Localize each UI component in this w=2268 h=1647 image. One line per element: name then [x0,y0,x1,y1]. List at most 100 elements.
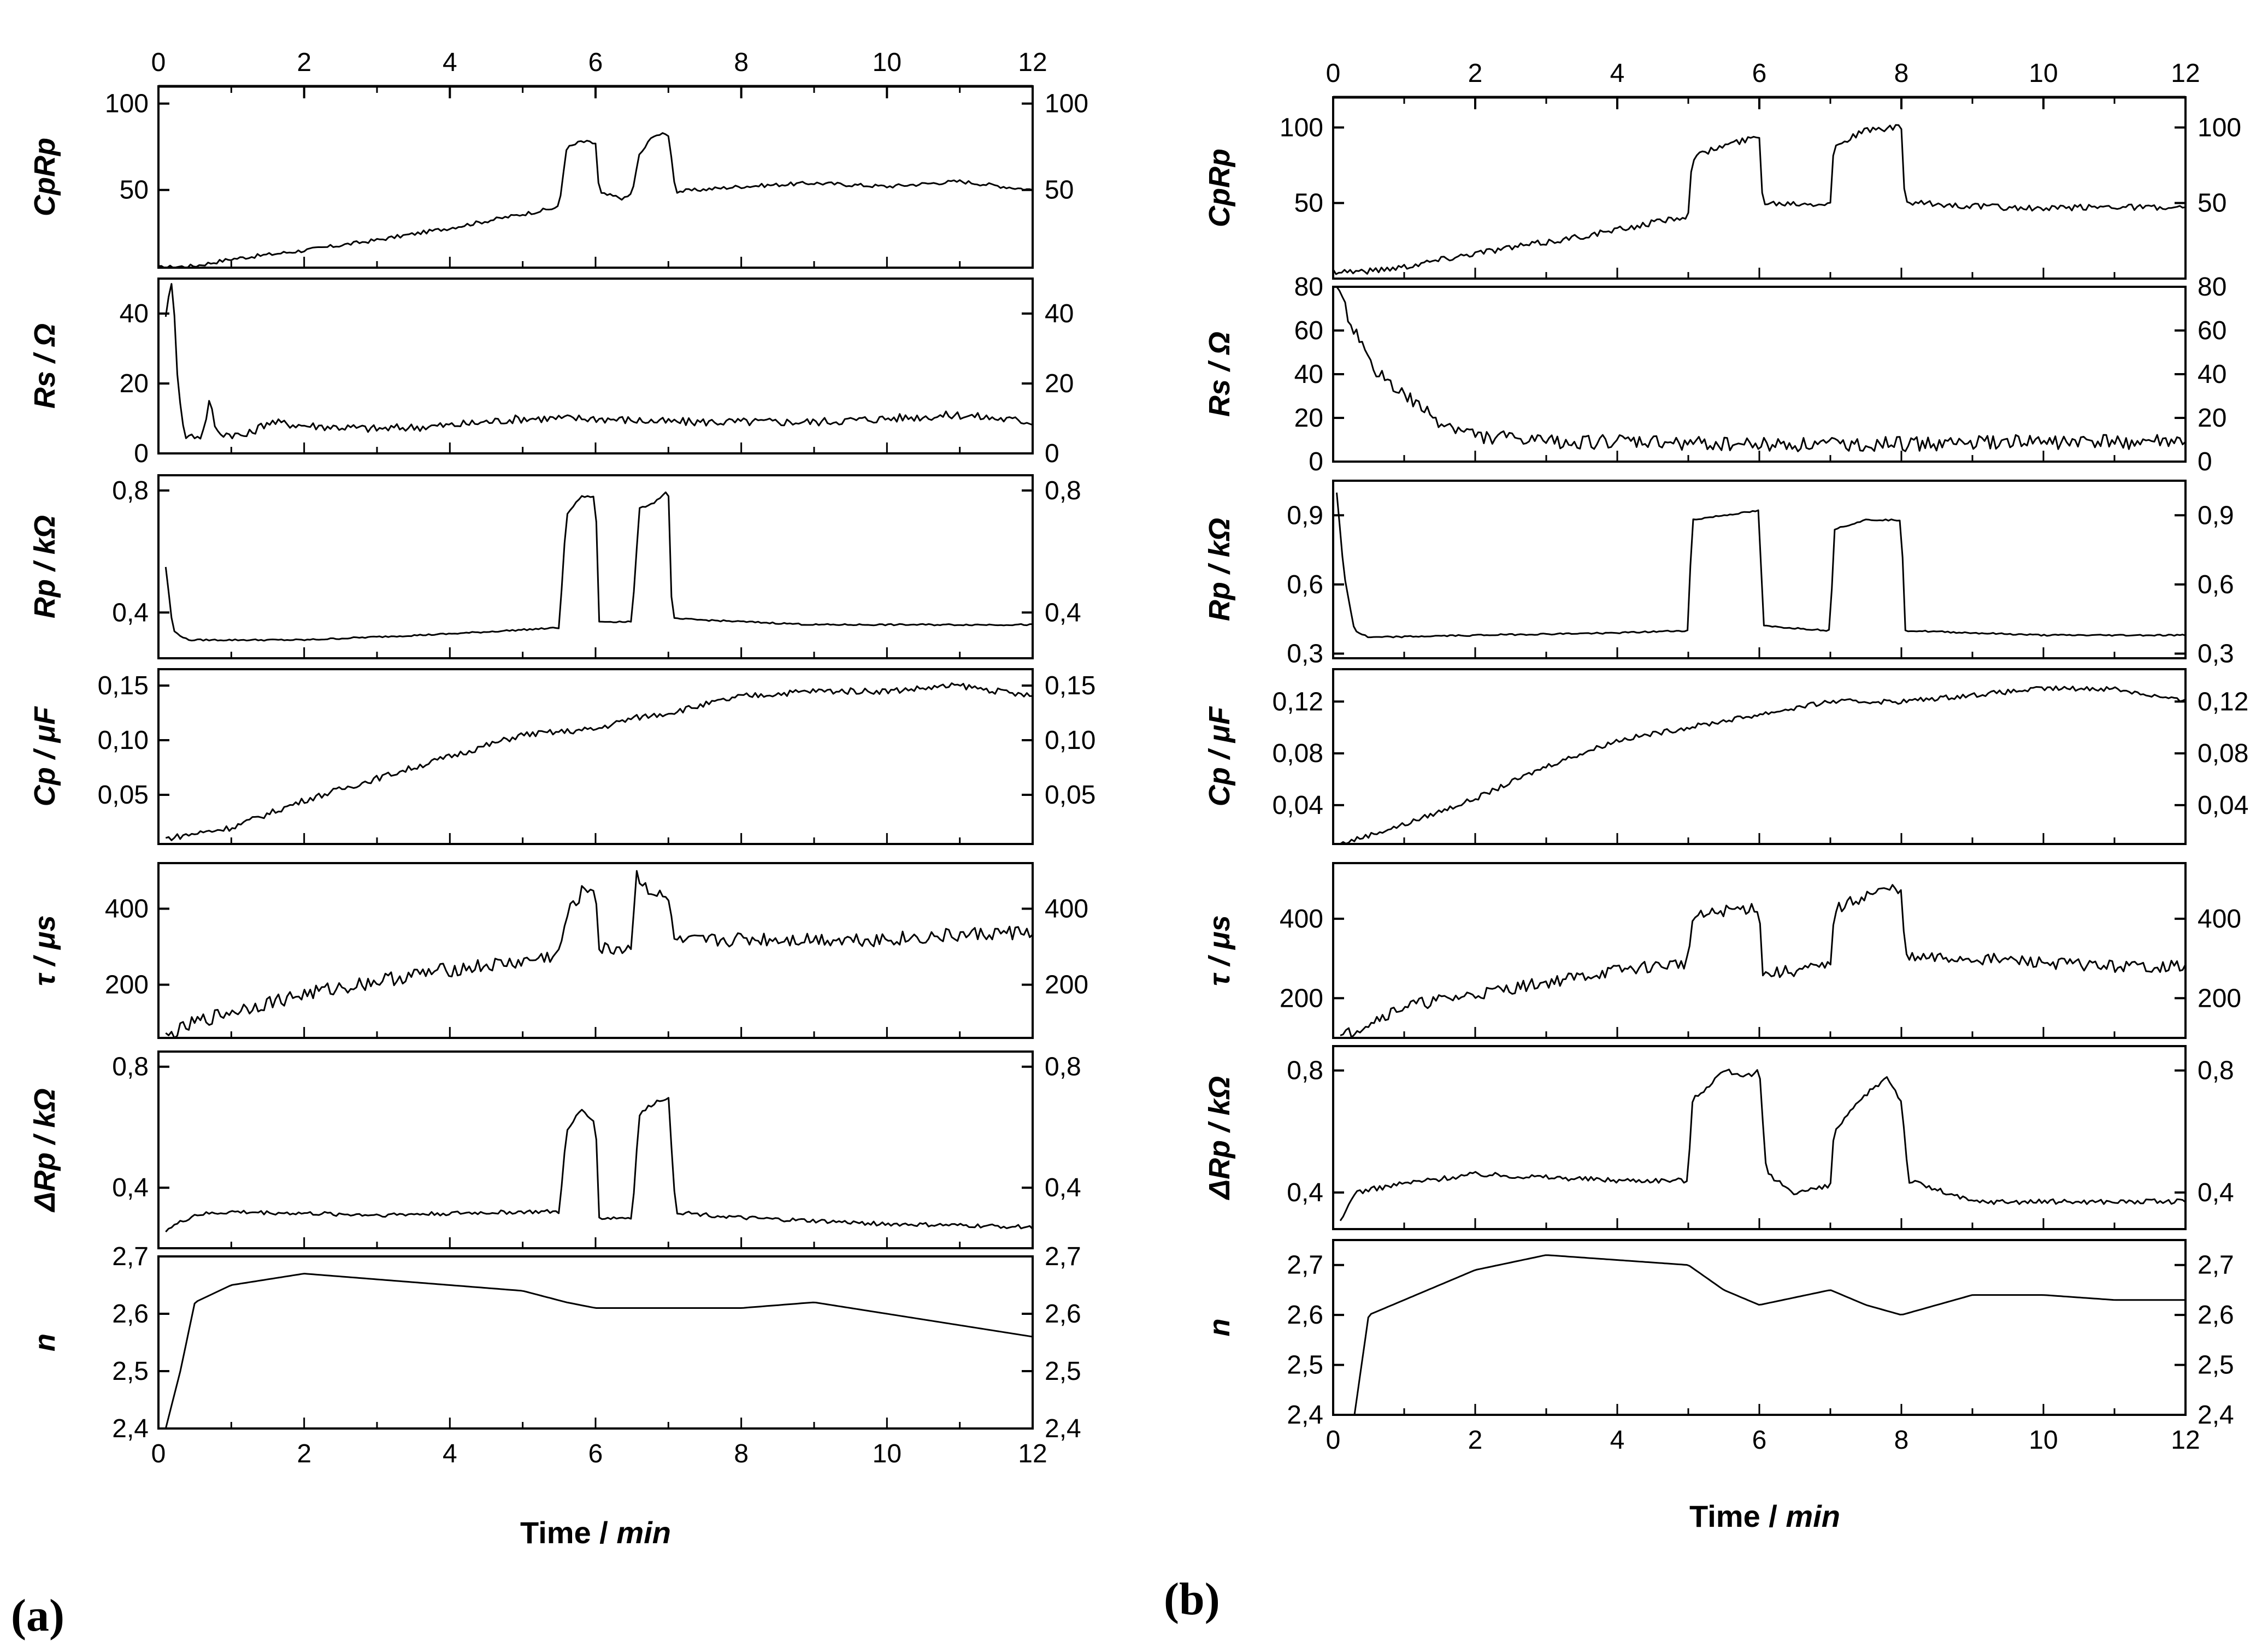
y-tick-label-left: 100 [105,90,149,119]
panel-a-subplot-n: 2,4 2,4 2,5 2,5 2,6 2,6 2,7 2,7 n 0 2 4 6 8 10 12 [28,1242,1081,1468]
y-tick-label-left: 50 [1294,189,1323,218]
y-axis-label: ΔRp / kΩ [1203,1076,1236,1200]
y-tick-label-left: 0,8 [112,476,149,505]
panel-b-subplot-s: 200 200 400 400 τ / μs [1203,862,2241,1039]
top-x-tick-label: 10 [2029,59,2058,88]
y-tick-label-left: 0,4 [112,1173,149,1202]
top-x-tick-label: 4 [443,48,457,77]
series-line [165,682,1033,841]
y-tick-label-right: 0,10 [1045,726,1095,755]
series-line [1336,286,2187,452]
y-tick-label-left: 0 [1309,447,1323,476]
series-line [164,491,1033,642]
y-tick-label-left: 50 [120,176,149,205]
y-tick-label-left: 40 [120,299,149,328]
y-axis-label: CpRp [28,138,61,216]
y-tick-label-left: 0,15 [98,671,149,700]
top-x-tick-label: 4 [1610,59,1625,88]
top-x-tick-label: 10 [873,48,902,77]
panel-a-xlabel: Time / min [520,1515,671,1550]
y-axis-label: CpRp [1203,149,1236,227]
y-axis-label: τ / μs [28,915,61,986]
y-tick-label-right: 0,4 [2198,1178,2234,1207]
y-axis-label: Cp / μF [28,706,61,807]
panel-a-label: (a) [11,1590,64,1641]
y-tick-label-right: 0,04 [2198,791,2248,820]
y-tick-label-left: 0 [134,439,149,468]
y-axis-label: τ / μs [1203,915,1236,986]
y-tick-label-right: 200 [1045,971,1088,1000]
y-tick-label-right: 0,08 [2198,739,2248,768]
y-tick-label-left: 400 [105,894,149,923]
y-tick-label-left: 2,6 [1287,1301,1323,1330]
y-tick-label-right: 2,4 [2198,1401,2234,1430]
top-x-tick-label: 8 [734,48,749,77]
y-tick-label-right: 0,05 [1045,781,1095,810]
top-x-tick-label: 6 [588,48,603,77]
y-tick-label-right: 2,7 [2198,1251,2234,1280]
y-axis-label: Rp / kΩ [1203,518,1236,621]
y-tick-label-right: 400 [1045,894,1088,923]
y-tick-label-right: 0,3 [2198,640,2234,669]
panel-b-subplot-cp-f: 0,04 0,04 0,08 0,08 0,12 0,12 Cp / μF [1203,668,2248,845]
bottom-x-tick-label: 12 [2171,1426,2200,1455]
series-line [165,870,1034,1039]
y-tick-label-right: 0 [1045,439,1059,468]
y-tick-label-left: 40 [1294,360,1323,389]
y-tick-label-left: 20 [1294,404,1323,433]
panel-b-subplot-n: 2,4 2,4 2,5 2,5 2,6 2,6 2,7 2,7 n 0 2 4 6 8 10 12 [1203,1239,2234,1455]
y-axis-label: Rs / Ω [1203,332,1236,417]
y-tick-label-right: 2,6 [2198,1301,2234,1330]
y-tick-label-left: 60 [1294,316,1323,345]
y-tick-label-right: 50 [1045,176,1074,205]
bottom-x-tick-label: 4 [1610,1426,1625,1455]
series-line [158,132,1033,269]
bottom-x-tick-label: 8 [1894,1426,1909,1455]
y-tick-label-right: 400 [2198,905,2241,934]
bottom-x-tick-label: 0 [151,1439,166,1468]
y-tick-label-left: 0,12 [1273,687,1323,716]
y-tick-label-right: 0,8 [1045,1053,1081,1082]
top-x-tick-label: 2 [297,48,311,77]
y-axis-label: Cp / μF [1203,706,1236,807]
top-x-tick-label: 8 [1894,59,1909,88]
y-tick-label-right: 20 [1045,369,1074,398]
panel-b-subplot-rp-k: 0,4 0,4 0,8 0,8 ΔRp / kΩ [1203,1045,2234,1230]
panel-a-subplot-rs: 0 0 20 20 40 40 Rs / Ω [28,278,1074,468]
y-tick-label-right: 2,7 [1045,1242,1081,1271]
y-tick-label-left: 400 [1280,905,1323,934]
bottom-x-tick-label: 6 [588,1439,603,1468]
y-tick-label-left: 20 [120,369,149,398]
series-line [164,283,1033,440]
y-tick-label-left: 2,7 [1287,1251,1323,1280]
y-tick-label-right: 0 [2198,447,2212,476]
y-tick-label-left: 80 [1294,273,1323,302]
y-tick-label-right: 40 [1045,299,1074,328]
y-tick-label-left: 0,4 [112,598,149,627]
bottom-x-tick-label: 12 [1018,1439,1047,1468]
y-tick-label-left: 0,9 [1287,501,1323,530]
y-tick-label-right: 0,4 [1045,598,1081,627]
y-tick-label-left: 100 [1280,113,1323,142]
bottom-x-tick-label: 4 [443,1439,457,1468]
y-tick-label-left: 2,5 [1287,1351,1323,1380]
top-x-tick-label: 0 [1326,59,1341,88]
top-x-tick-label: 6 [1752,59,1767,88]
y-tick-label-right: 50 [2198,189,2226,218]
bottom-x-tick-label: 8 [734,1439,749,1468]
y-tick-label-left: 0,8 [112,1053,149,1082]
y-tick-label-right: 2,5 [2198,1351,2234,1380]
series-line [164,1273,1033,1429]
y-tick-label-left: 0,8 [1287,1056,1323,1085]
y-axis-label: n [28,1333,61,1351]
y-tick-label-right: 100 [1045,90,1088,119]
y-tick-label-right: 2,6 [1045,1300,1081,1329]
top-x-tick-label: 2 [1468,59,1483,88]
series-line [1340,884,2187,1038]
panel-a-subplot-s: 200 200 400 400 τ / μs [28,862,1088,1039]
panel-b-subplot-rp-k: 0,3 0,3 0,6 0,6 0,9 0,9 Rp / kΩ [1203,480,2234,669]
panel-a-subplot-rp-k: 0,4 0,4 0,8 0,8 ΔRp / kΩ [28,1050,1081,1249]
y-axis-label: ΔRp / kΩ [28,1088,61,1212]
y-axis-label: Rs / Ω [28,323,61,409]
